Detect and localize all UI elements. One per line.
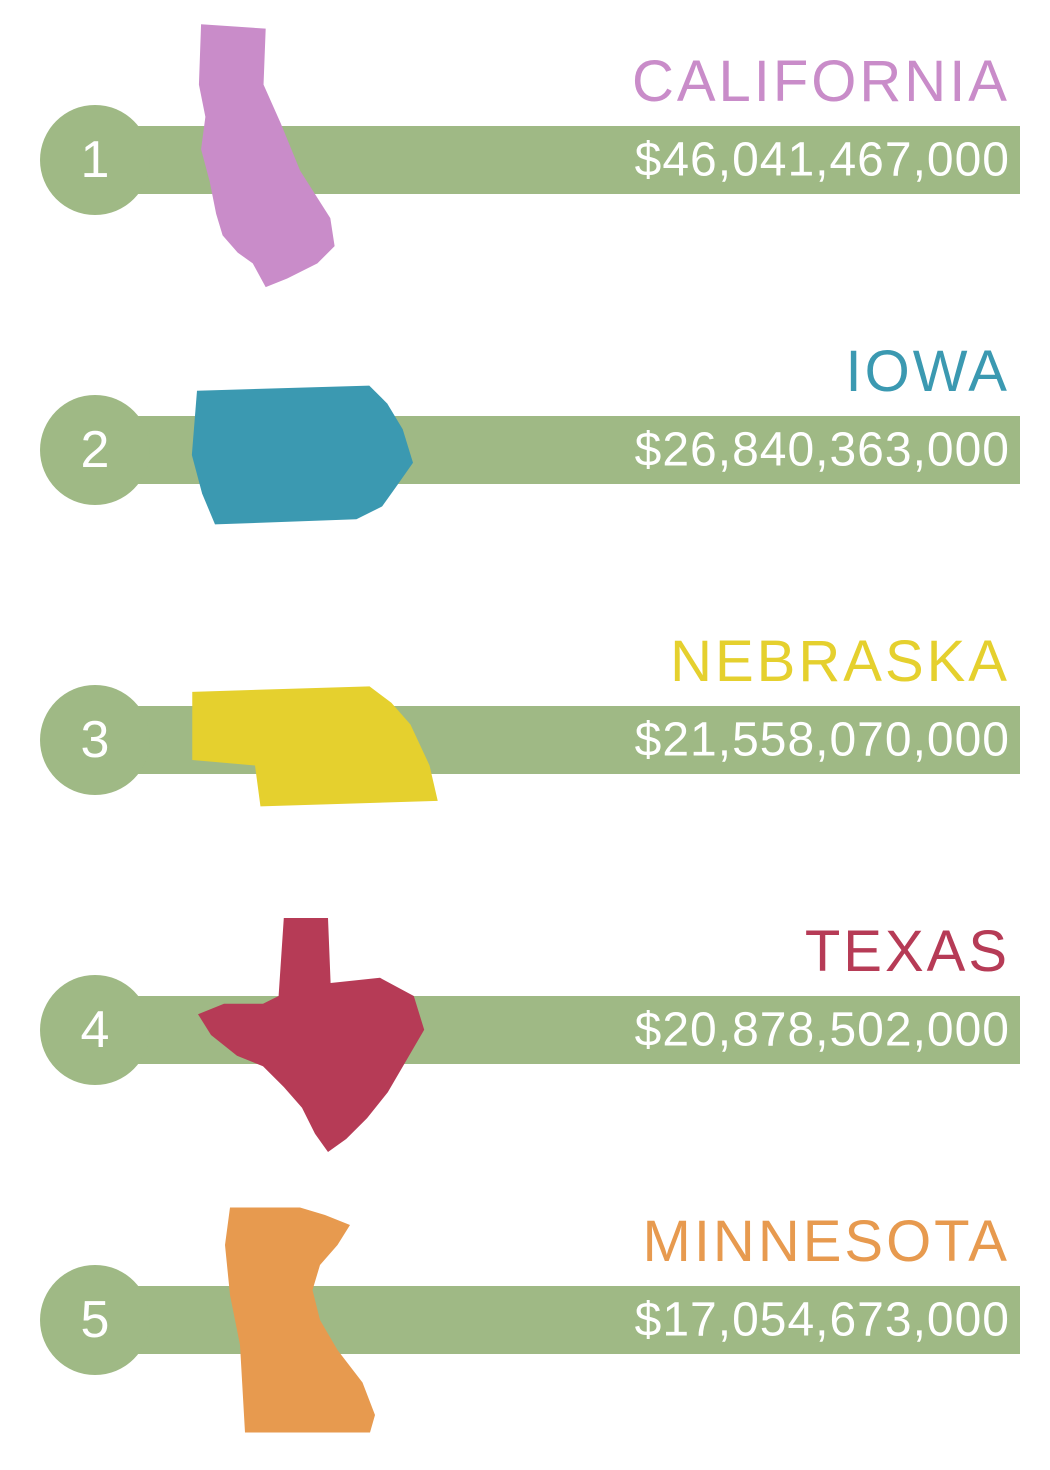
rank-circle: 2 bbox=[40, 395, 150, 505]
state-name-label: TEXAS bbox=[805, 918, 1010, 985]
state-name-label: IOWA bbox=[845, 338, 1010, 405]
state-row: 3 NEBRASKA $21,558,070,000 bbox=[30, 600, 1020, 880]
state-value: $17,054,673,000 bbox=[635, 1293, 1010, 1348]
minnesota-shape-icon bbox=[200, 1190, 400, 1455]
state-row: 1 CALIFORNIA $46,041,467,000 bbox=[30, 20, 1020, 300]
nebraska-shape-icon bbox=[175, 670, 455, 825]
iowa-shape-icon bbox=[175, 365, 435, 550]
rank-circle: 1 bbox=[40, 105, 150, 215]
rank-number: 5 bbox=[81, 1290, 110, 1350]
state-value: $46,041,467,000 bbox=[635, 133, 1010, 188]
rank-circle: 5 bbox=[40, 1265, 150, 1375]
state-value: $26,840,363,000 bbox=[635, 423, 1010, 478]
state-value: $20,878,502,000 bbox=[635, 1003, 1010, 1058]
state-row: 2 IOWA $26,840,363,000 bbox=[30, 310, 1020, 590]
state-name-label: NEBRASKA bbox=[670, 628, 1010, 695]
rank-number: 3 bbox=[81, 710, 110, 770]
state-name-label: MINNESOTA bbox=[643, 1208, 1011, 1275]
rank-circle: 4 bbox=[40, 975, 150, 1085]
state-value: $21,558,070,000 bbox=[635, 713, 1010, 768]
rank-number: 4 bbox=[81, 1000, 110, 1060]
state-row: 4 TEXAS $20,878,502,000 bbox=[30, 890, 1020, 1170]
texas-shape-icon bbox=[185, 905, 445, 1170]
rank-circle: 3 bbox=[40, 685, 150, 795]
california-shape-icon bbox=[160, 20, 380, 305]
state-name-label: CALIFORNIA bbox=[632, 48, 1010, 115]
rank-number: 1 bbox=[81, 130, 110, 190]
state-row: 5 MINNESOTA $17,054,673,000 bbox=[30, 1180, 1020, 1460]
rank-number: 2 bbox=[81, 420, 110, 480]
